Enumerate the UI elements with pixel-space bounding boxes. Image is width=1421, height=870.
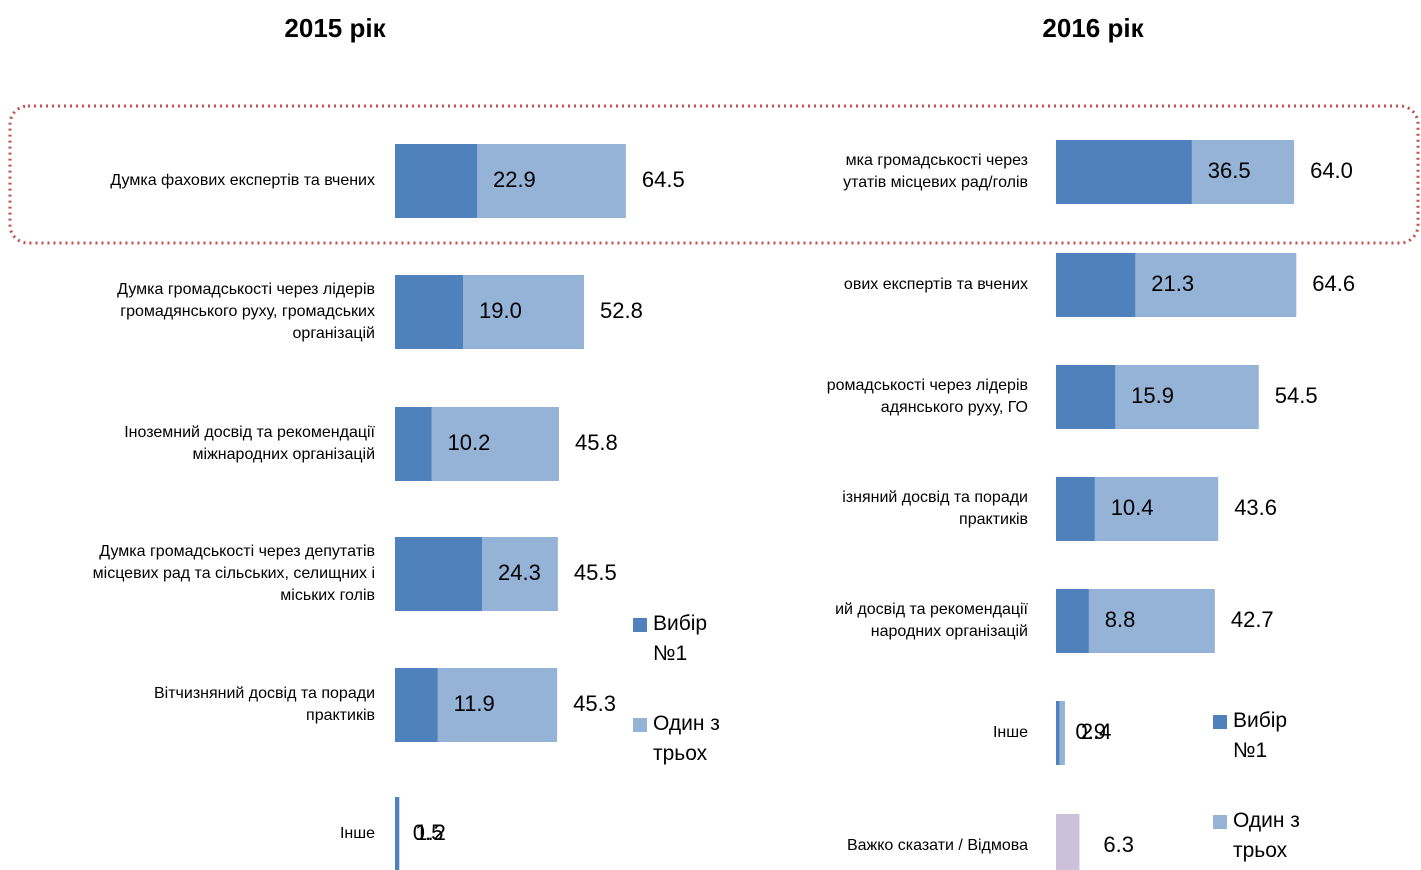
bar xyxy=(1056,477,1095,541)
value-label: 45.3 xyxy=(573,691,616,716)
value-label: 21.3 xyxy=(1151,271,1194,296)
chart-2015: Думка фахових експертів та вчених 22.9 64.… xyxy=(93,144,685,870)
value-label: 10.2 xyxy=(448,430,491,455)
bar xyxy=(395,668,438,742)
value-label: 54.5 xyxy=(1275,383,1318,408)
value-label: 6.3 xyxy=(1103,832,1134,857)
legend-label: Один з трьох xyxy=(653,712,720,765)
value-label: 24.3 xyxy=(498,560,541,585)
value-label: 8.8 xyxy=(1105,607,1136,632)
value-label: 52.8 xyxy=(600,298,643,323)
category-label: ізняний досвід та поради практиків xyxy=(842,489,1028,528)
value-label: 0.5 xyxy=(413,820,444,845)
value-label: 43.6 xyxy=(1234,495,1277,520)
legend-label: Вибір №1 xyxy=(653,612,707,665)
value-label: 45.5 xyxy=(574,560,617,585)
value-label: 11.9 xyxy=(454,691,495,716)
value-label: 36.5 xyxy=(1208,158,1251,183)
value-label: 42.7 xyxy=(1231,607,1274,632)
legend-swatch xyxy=(633,618,647,632)
bar xyxy=(1056,253,1136,317)
bar xyxy=(1056,701,1060,765)
category-label: Інше xyxy=(340,825,375,842)
value-label: 22.9 xyxy=(493,167,536,192)
bar xyxy=(395,275,464,349)
value-label: 15.9 xyxy=(1131,383,1174,408)
chart-2016: мка громадськості через утатів місцевих р… xyxy=(827,140,1355,870)
category-label: мка громадськості через утатів місцевих р… xyxy=(843,152,1028,191)
highlight-frame xyxy=(8,104,1420,245)
value-label: 1.2 xyxy=(415,820,446,845)
category-label: Іноземний досвід та рекомендації міжнарод… xyxy=(124,424,375,463)
legend-label: Один з трьох xyxy=(1233,809,1300,862)
category-label: Думка громадськості через лідерів громадя… xyxy=(117,281,375,342)
category-label: Думка громадськості через депутатів місце… xyxy=(93,543,375,604)
bar xyxy=(1056,589,1089,653)
category-label: Вітчизняний досвід та поради практиків xyxy=(154,685,375,724)
bar xyxy=(1056,365,1116,429)
bar xyxy=(1056,814,1080,870)
value-label: 64.0 xyxy=(1310,158,1353,183)
bar xyxy=(395,797,400,870)
value-label: 2.4 xyxy=(1081,719,1112,744)
chart-title: 2016 рік xyxy=(1042,13,1144,43)
value-label: 64.5 xyxy=(642,167,685,192)
category-label: ромадськості через лідерів адянського рух… xyxy=(827,377,1028,416)
value-label: 0.9 xyxy=(1075,719,1106,744)
category-label: Думка фахових експертів та вчених xyxy=(110,172,375,189)
category-label: Важко сказати / Відмова xyxy=(847,837,1028,854)
legend-swatch xyxy=(633,718,647,732)
chart-title: 2015 рік xyxy=(284,13,386,43)
value-label: 45.8 xyxy=(575,430,618,455)
value-label: 19.0 xyxy=(479,298,522,323)
bar xyxy=(395,537,482,611)
value-label: 10.4 xyxy=(1111,495,1154,520)
category-label: ий досвід та рекомендації народних органі… xyxy=(835,601,1028,640)
category-label: ових експертів та вчених xyxy=(844,276,1028,293)
legend-swatch xyxy=(1213,715,1227,729)
bar xyxy=(395,407,432,481)
legend-swatch xyxy=(1213,815,1227,829)
category-label: Інше xyxy=(993,724,1028,741)
bar xyxy=(395,144,477,218)
legend-label: Вибір №1 xyxy=(1233,709,1287,762)
value-label: 64.6 xyxy=(1312,271,1355,296)
bar xyxy=(1056,701,1065,765)
bar xyxy=(1056,140,1192,204)
